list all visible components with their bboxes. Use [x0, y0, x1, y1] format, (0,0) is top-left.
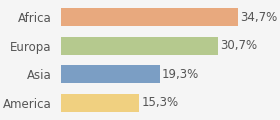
Text: 34,7%: 34,7%: [241, 11, 278, 24]
Text: 30,7%: 30,7%: [220, 39, 257, 52]
Text: 19,3%: 19,3%: [162, 68, 199, 81]
Bar: [61, 94, 139, 112]
Text: 15,3%: 15,3%: [142, 96, 179, 109]
Bar: [61, 65, 160, 83]
Bar: [61, 8, 238, 26]
Bar: [61, 37, 218, 55]
